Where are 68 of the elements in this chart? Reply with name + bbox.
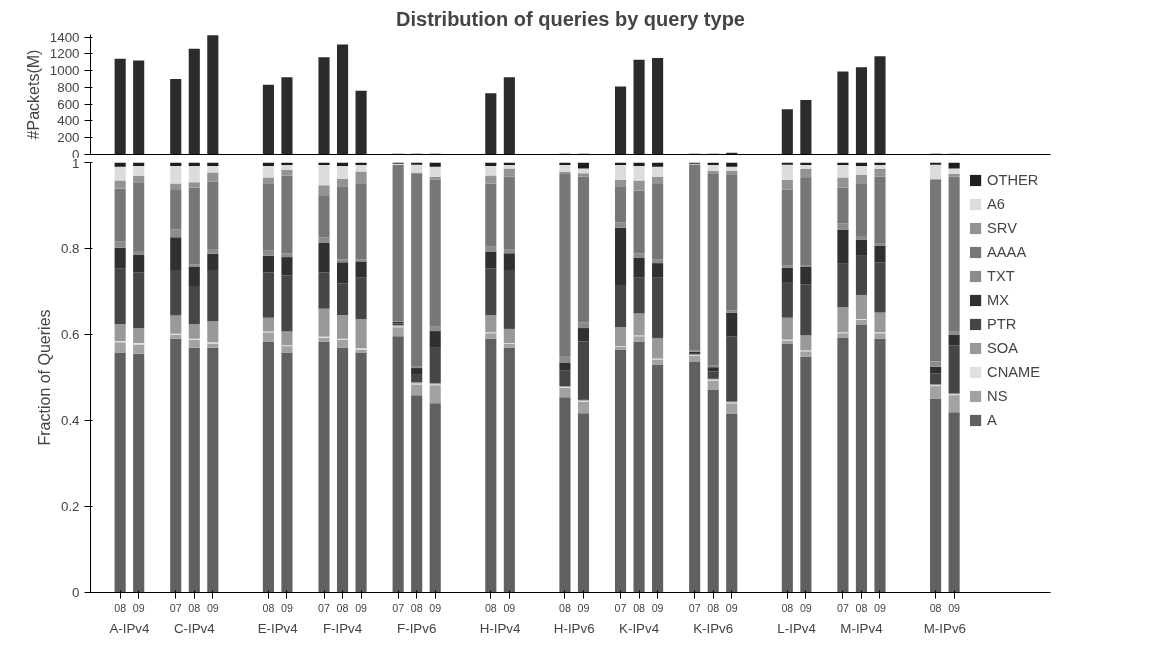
x-tick-label: 09 [799,601,812,614]
legend-label: A6 [987,196,1006,212]
x-tick-label: 08 [188,601,201,614]
text: H-IPv4 [479,620,522,636]
x-tick-label: 08 [633,601,646,614]
x-tick-label: 07 [392,601,405,614]
text: F-IPv4 [322,620,363,636]
legend-label: A [987,412,998,428]
y-tick-label: 1000 [49,63,80,79]
x-tick-label: 07 [614,601,627,614]
legend-label: MX [987,292,1010,308]
x-tick-label: 07 [688,601,701,614]
text: K-IPv6 [693,620,734,636]
y-tick-label: 0.8 [60,241,80,256]
text: H-IPv6 [553,620,595,636]
y-tick-label: 0.2 [60,499,80,514]
text: F-IPv6 [397,620,437,636]
y-tick-label: 1200 [49,46,80,62]
x-tick-label: 09 [429,601,442,614]
legend-label: OTHER [987,172,1039,188]
y-tick-label: 800 [57,79,80,95]
legend-label: PTR [987,316,1017,332]
legend-label: TXT [987,268,1015,284]
x-tick-label: 08 [781,601,794,614]
y-tick-label: 400 [57,113,80,129]
x-tick-label: 09 [725,601,738,614]
text: K-IPv4 [619,620,660,636]
x-tick-label: 08 [855,601,868,614]
y-tick-label: 1400 [49,29,80,45]
x-tick-label: 09 [281,601,293,614]
text: A-IPv4 [109,620,151,636]
x-tick-label: 08 [707,601,720,614]
text: M-IPv4 [840,620,884,636]
x-tick-label: 08 [559,601,571,614]
x-tick-label: 09 [355,601,368,614]
x-tick-label: 08 [262,601,275,614]
y-tick-label: 0 [72,585,80,600]
x-tick-label: 08 [336,601,349,614]
legend-label: NS [987,388,1008,404]
text: M-IPv6 [923,620,966,636]
y-tick-label: 600 [57,96,80,112]
y-axis-title: Fraction of Queries [35,309,53,446]
text: E-IPv4 [257,620,299,636]
x-tick-label: 09 [651,601,664,614]
x-tick-label: 09 [577,601,590,614]
chart-title: Distribution of queries by query type [396,7,745,30]
x-tick-label: 07 [169,601,182,614]
x-tick-label: 09 [206,601,219,614]
y-axis-title: #Packets(M) [24,49,42,140]
text: C-IPv4 [173,620,216,636]
y-tick-label: 0.4 [60,413,81,428]
legend-label: CNAME [987,364,1040,380]
x-tick-label: 09 [132,601,145,614]
x-tick-label: 09 [874,601,886,614]
y-tick-label: 200 [57,130,80,146]
legend-label: SOA [987,340,1019,356]
x-tick-label: 08 [410,601,423,614]
x-tick-label: 08 [114,601,127,614]
text: L-IPv4 [777,620,817,636]
x-tick-label: 09 [948,601,961,614]
x-tick-label: 07 [837,601,849,614]
legend-label: SRV [987,220,1017,236]
x-tick-label: 08 [484,601,497,614]
x-tick-label: 07 [318,601,331,614]
x-tick-label: 09 [503,601,516,614]
x-tick-label: 08 [929,601,942,614]
legend-label: AAAA [987,244,1027,260]
y-tick-label: 0.6 [60,327,80,342]
